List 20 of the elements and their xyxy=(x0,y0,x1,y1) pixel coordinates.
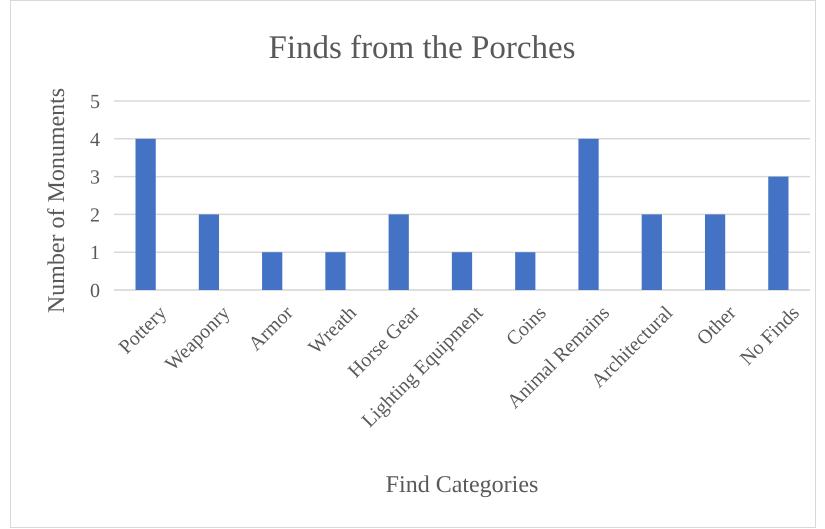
bar xyxy=(768,176,788,290)
bar xyxy=(452,252,472,290)
bar xyxy=(136,138,156,290)
bar xyxy=(198,214,220,290)
bar xyxy=(325,252,346,290)
y-tick-label: 2 xyxy=(90,204,100,226)
bar xyxy=(578,138,599,290)
y-axis-title: Number of Monuments xyxy=(44,88,70,314)
x-axis-title: Find Categories xyxy=(386,472,538,498)
chart-title: Finds from the Porches xyxy=(268,30,576,66)
bar xyxy=(388,214,409,290)
y-tick-label: 4 xyxy=(90,128,100,151)
bar xyxy=(642,214,662,290)
y-tick-label: 5 xyxy=(90,91,100,113)
bar xyxy=(515,252,536,290)
bar xyxy=(262,252,282,290)
y-tick-label: 3 xyxy=(90,166,100,189)
bar xyxy=(704,214,726,290)
y-tick-label: 0 xyxy=(90,280,100,302)
y-tick-label: 1 xyxy=(90,242,100,264)
